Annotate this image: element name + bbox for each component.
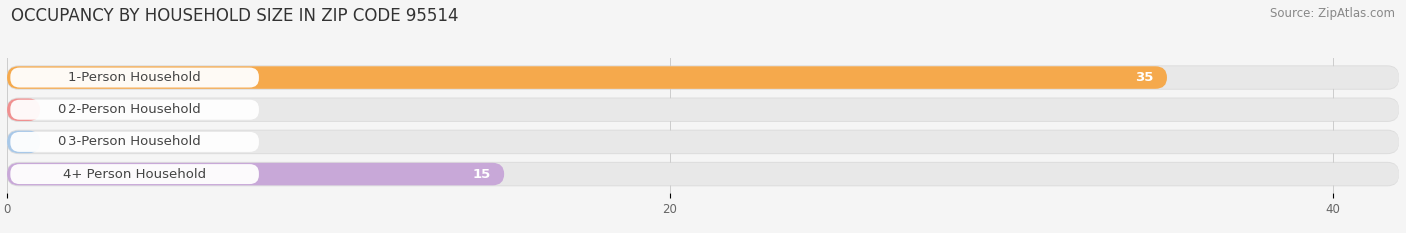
- Text: 3-Person Household: 3-Person Household: [69, 135, 201, 148]
- Text: 1-Person Household: 1-Person Household: [69, 71, 201, 84]
- Text: 2-Person Household: 2-Person Household: [69, 103, 201, 116]
- FancyBboxPatch shape: [7, 163, 1399, 185]
- FancyBboxPatch shape: [10, 164, 259, 184]
- Text: OCCUPANCY BY HOUSEHOLD SIZE IN ZIP CODE 95514: OCCUPANCY BY HOUSEHOLD SIZE IN ZIP CODE …: [11, 7, 458, 25]
- FancyBboxPatch shape: [10, 100, 259, 120]
- FancyBboxPatch shape: [7, 130, 1399, 154]
- FancyBboxPatch shape: [10, 132, 259, 152]
- Text: Source: ZipAtlas.com: Source: ZipAtlas.com: [1270, 7, 1395, 20]
- FancyBboxPatch shape: [7, 66, 1167, 89]
- FancyBboxPatch shape: [7, 99, 41, 121]
- Text: 35: 35: [1136, 71, 1154, 84]
- FancyBboxPatch shape: [7, 97, 1399, 122]
- FancyBboxPatch shape: [7, 66, 1399, 89]
- FancyBboxPatch shape: [7, 65, 1399, 90]
- Text: 0: 0: [56, 135, 65, 148]
- FancyBboxPatch shape: [7, 131, 41, 153]
- FancyBboxPatch shape: [7, 131, 1399, 153]
- FancyBboxPatch shape: [10, 68, 259, 88]
- FancyBboxPatch shape: [7, 163, 505, 185]
- Text: 15: 15: [472, 168, 491, 181]
- Text: 4+ Person Household: 4+ Person Household: [63, 168, 207, 181]
- Text: 0: 0: [56, 103, 65, 116]
- FancyBboxPatch shape: [7, 99, 1399, 121]
- FancyBboxPatch shape: [7, 162, 1399, 186]
